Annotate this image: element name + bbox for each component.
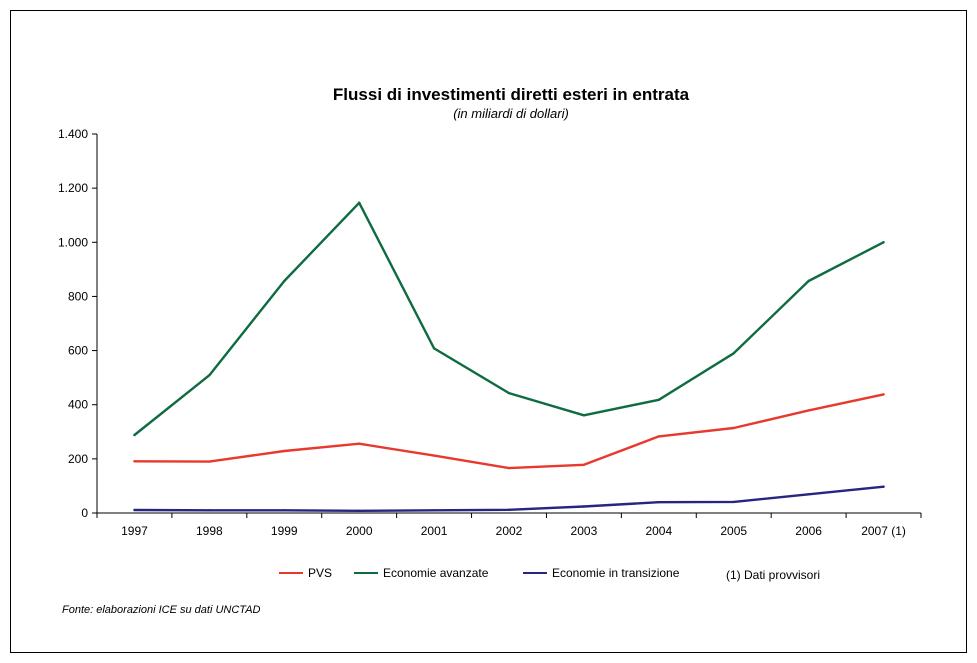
y-tick-label: 200 <box>68 452 88 466</box>
legend-item-pvs: PVS <box>279 566 332 580</box>
data-point-pvs <box>357 442 361 445</box>
data-point-economie-avanzate <box>357 201 361 204</box>
chart-subtitle: (in miliardi di dollari) <box>453 106 569 121</box>
data-point-economie-in-transizione <box>732 500 735 504</box>
legend-item-economie-avanzate: Economie avanzate <box>354 566 489 580</box>
data-point-economie-avanzate <box>657 398 661 402</box>
data-point-economie-avanzate <box>582 414 586 417</box>
data-point-economie-avanzate <box>283 279 286 283</box>
data-point-pvs <box>882 393 885 396</box>
series-line-pvs <box>133 393 885 470</box>
data-point-pvs <box>657 435 661 438</box>
x-tick-label: 1997 <box>121 524 148 538</box>
x-tick-label: 1998 <box>196 524 223 538</box>
y-tick-label: 1.400 <box>58 127 88 141</box>
x-tick-label: 2001 <box>421 524 448 538</box>
data-point-economie-in-transizione <box>657 500 661 504</box>
legend-item-economie-in-transizione: Economie in transizione <box>523 566 680 580</box>
y-tick-label: 400 <box>68 398 88 412</box>
series-line-economie-in-transizione <box>133 485 885 512</box>
data-point-economie-avanzate <box>732 352 735 355</box>
x-tick-label: 2000 <box>346 524 373 538</box>
data-point-economie-avanzate <box>882 241 885 244</box>
axes <box>96 134 921 514</box>
data-point-economie-avanzate <box>807 279 810 283</box>
legend: PVS Economie avanzate Economie in transi… <box>279 566 680 580</box>
data-point-economie-in-transizione <box>357 509 361 513</box>
data-point-pvs <box>133 460 136 463</box>
legend-label-pvs: PVS <box>308 566 332 580</box>
legend-label-economie-avanzate: Economie avanzate <box>383 566 489 580</box>
data-point-economie-in-transizione <box>208 509 211 512</box>
x-tick-label: 2004 <box>645 524 672 538</box>
y-tick-label: 0 <box>81 506 88 520</box>
data-point-pvs <box>208 460 211 463</box>
line-chart: Flussi di investimenti diretti esteri in… <box>58 85 922 616</box>
source-note: Fonte: elaborazioni ICE su dati UNCTAD <box>62 604 261 616</box>
data-point-pvs <box>582 463 586 467</box>
y-tick-label: 800 <box>68 289 88 303</box>
data-point-economie-avanzate <box>208 374 211 377</box>
data-point-economie-in-transizione <box>507 508 511 511</box>
x-tick-label: 2007 (1) <box>861 524 906 538</box>
chart-title: Flussi di investimenti diretti esteri in… <box>333 85 690 104</box>
data-point-economie-in-transizione <box>582 505 586 508</box>
data-point-pvs <box>432 454 436 457</box>
x-axis-ticks: 1997 1998 1999 2000 2001 2002 2003 2004 2005 2006… <box>96 513 922 538</box>
series-lines <box>133 201 885 513</box>
data-point-economie-in-transizione <box>283 509 286 512</box>
y-tick-label: 1.000 <box>58 235 88 249</box>
y-axis-ticks: 0 200 400 600 800 1.000 1.200 1.400 <box>58 127 97 520</box>
data-point-economie-in-transizione <box>432 509 436 512</box>
data-point-economie-in-transizione <box>882 485 885 488</box>
data-point-economie-in-transizione <box>807 493 810 496</box>
legend-label-economie-in-transizione: Economie in transizione <box>552 566 680 580</box>
x-tick-label: 2002 <box>496 524 523 538</box>
data-point-economie-in-transizione <box>133 508 136 512</box>
x-tick-label: 2005 <box>720 524 747 538</box>
data-point-pvs <box>807 409 810 412</box>
chart-frame: Flussi di investimenti diretti esteri in… <box>10 10 967 653</box>
y-tick-label: 600 <box>68 344 88 358</box>
x-tick-label: 2003 <box>571 524 598 538</box>
data-point-pvs <box>507 466 511 470</box>
x-tick-label: 2006 <box>795 524 822 538</box>
data-point-economie-avanzate <box>133 433 136 437</box>
data-point-economie-avanzate <box>507 391 511 395</box>
series-line-economie-avanzate <box>133 201 885 437</box>
provisional-data-note: (1) Dati provvisori <box>726 568 820 582</box>
x-tick-label: 1999 <box>271 524 298 538</box>
data-point-pvs <box>732 426 735 430</box>
data-point-pvs <box>283 449 286 453</box>
y-tick-label: 1.200 <box>58 181 88 195</box>
data-point-economie-avanzate <box>432 347 436 350</box>
